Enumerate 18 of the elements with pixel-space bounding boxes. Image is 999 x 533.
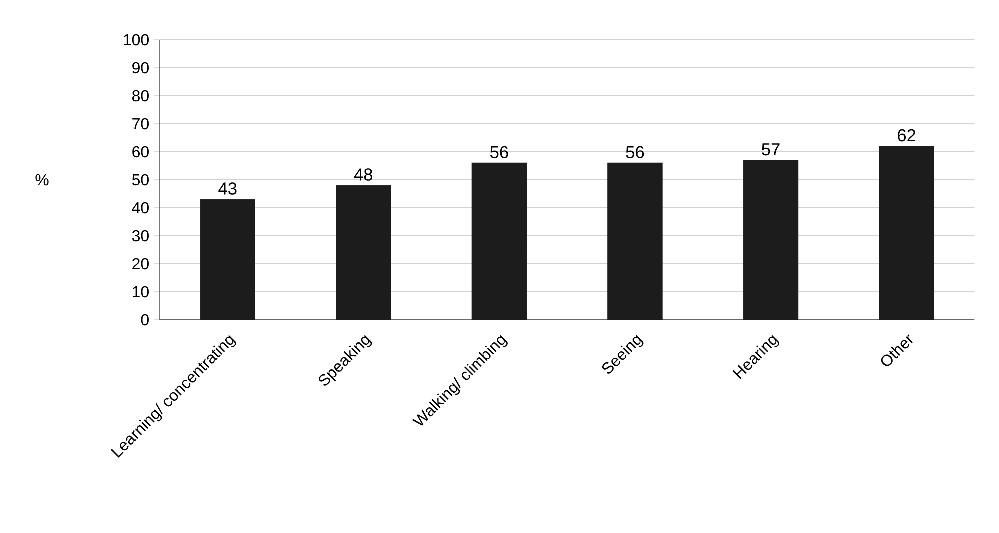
y-tick-label: 50 [132,174,149,186]
y-tick-label: 20 [132,258,149,270]
data-label: 56 [626,146,644,158]
y-tick-label: 30 [132,230,149,242]
y-tick-label: 10 [133,286,149,298]
data-label: 57 [762,144,780,156]
y-tick-label: 40 [132,202,149,214]
y-tick-label: 90 [132,62,149,74]
y-tick-label: 0 [141,314,149,326]
data-label: 62 [898,129,916,142]
data-label: 56 [490,146,508,158]
y-tick-label: 100 [124,34,149,46]
y-tick-label: 80 [132,90,149,102]
data-label: 43 [218,182,237,195]
y-axis-title: % [36,174,49,186]
data-label: 48 [354,168,373,181]
y-tick-label: 60 [132,146,149,158]
y-tick-label: 70 [132,118,149,130]
